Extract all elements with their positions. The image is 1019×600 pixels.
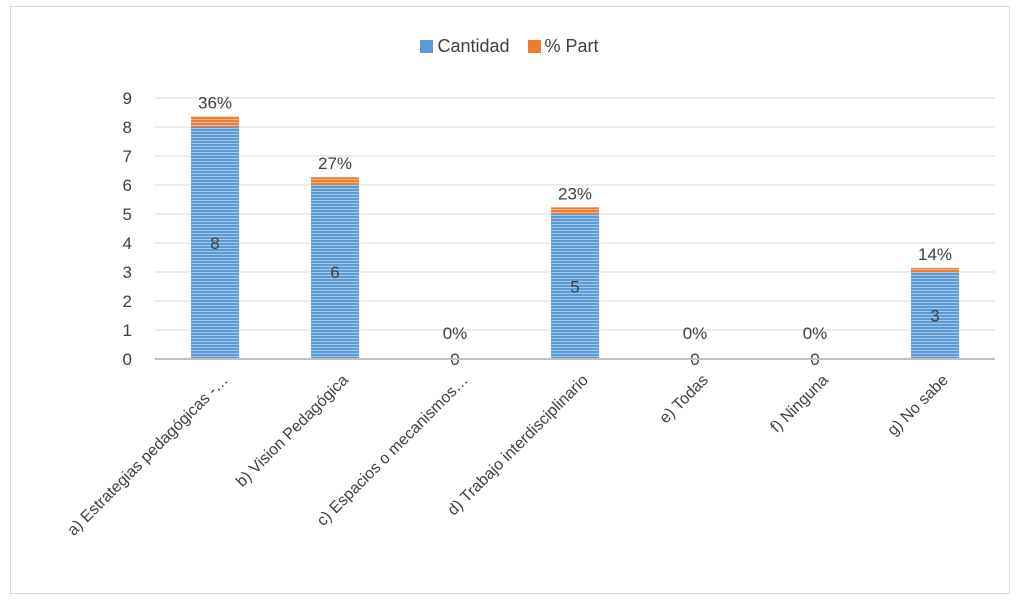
y-tick-label: 8 <box>123 118 132 137</box>
data-label-cantidad: 8 <box>210 234 219 253</box>
bar-part <box>911 267 959 272</box>
y-tick-label: 5 <box>123 205 132 224</box>
legend: Cantidad % Part <box>0 36 1019 57</box>
legend-label-cantidad: Cantidad <box>437 36 510 56</box>
legend-swatch-part <box>527 40 541 53</box>
bar-part <box>311 177 359 185</box>
bar-part <box>551 207 599 214</box>
bar-part <box>191 116 239 127</box>
data-label-part: 23% <box>558 184 592 203</box>
y-tick-label: 0 <box>123 350 132 369</box>
bar-cantidad <box>911 272 959 359</box>
legend-item-part: % Part <box>527 36 599 57</box>
x-category-label: f) Ninguna <box>768 372 832 436</box>
data-label-cantidad: 6 <box>330 263 339 282</box>
bar-cantidad <box>551 214 599 359</box>
y-tick-label: 1 <box>123 321 132 340</box>
data-label-part: 36% <box>198 94 232 113</box>
data-label-cantidad: 3 <box>930 307 939 326</box>
y-tick-label: 9 <box>123 89 132 108</box>
y-tick-label: 3 <box>123 263 132 282</box>
x-category-label: a) Estrategias pedagógicas -… <box>64 372 231 539</box>
legend-swatch-cantidad <box>420 40 434 53</box>
bar-cantidad <box>191 127 239 359</box>
chart-frame <box>10 6 1010 594</box>
data-label-cantidad: 5 <box>570 278 579 297</box>
x-category-label: b) Vision Pedagógica <box>233 372 352 491</box>
bar-cantidad <box>311 185 359 359</box>
x-category-label: d) Trabajo interdisciplinario <box>445 372 592 519</box>
data-label-part: 0% <box>443 324 468 343</box>
y-tick-label: 4 <box>123 234 132 253</box>
legend-label-part: % Part <box>544 36 599 56</box>
data-label-part: 0% <box>803 324 828 343</box>
y-tick-label: 6 <box>123 176 132 195</box>
data-label-part: 14% <box>918 245 952 264</box>
x-category-label: e) Todas <box>657 372 712 427</box>
y-tick-label: 7 <box>123 147 132 166</box>
x-category-label: g) No sabe <box>884 372 951 439</box>
y-tick-label: 2 <box>123 292 132 311</box>
data-label-part: 0% <box>683 324 708 343</box>
legend-item-cantidad: Cantidad <box>420 36 510 57</box>
data-label-part: 27% <box>318 154 352 173</box>
